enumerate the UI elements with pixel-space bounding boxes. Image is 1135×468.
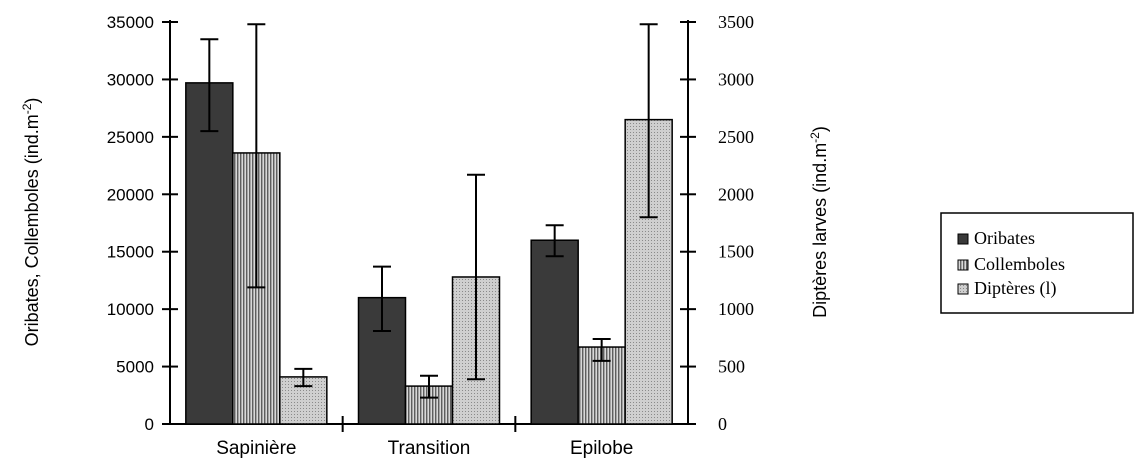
left-tick-label-2: 10000 xyxy=(107,300,154,319)
bar-oribates-0 xyxy=(185,82,234,425)
legend-label-dipteres: Diptères (l) xyxy=(974,278,1056,299)
legend-label-collemboles: Collemboles xyxy=(974,254,1065,274)
category-labels: Sapinière Transition Epilobe xyxy=(216,416,633,459)
legend-swatch-collemboles xyxy=(957,259,969,271)
right-axis-title-end: ) xyxy=(810,126,830,132)
left-axis-title: Oribates, Collemboles (ind.m-2) xyxy=(20,98,42,347)
legend-box xyxy=(940,212,1134,314)
right-y-ticks: 0 500 1000 1500 2000 2500 3000 3500 xyxy=(680,12,754,434)
category-label-0: Sapinière xyxy=(216,438,296,459)
right-axis-title-sup: -2 xyxy=(808,132,822,143)
right-tick-label-1: 500 xyxy=(718,357,745,377)
legend-swatch-oribates xyxy=(957,233,969,245)
right-tick-label-2: 1000 xyxy=(718,299,754,319)
bar-oribates-2 xyxy=(530,239,579,425)
left-tick-label-0: 0 xyxy=(145,415,154,434)
right-tick-label-4: 2000 xyxy=(718,184,754,204)
right-tick-label-0: 0 xyxy=(718,414,727,434)
left-tick-label-6: 30000 xyxy=(107,70,154,89)
left-axis-title-end: ) xyxy=(22,98,42,104)
right-tick-label-6: 3000 xyxy=(718,69,754,89)
legend-swatch-dipteres xyxy=(957,283,969,295)
left-tick-label-4: 20000 xyxy=(107,185,154,204)
left-axis-title-main: Oribates, Collemboles (ind.m xyxy=(22,114,42,346)
left-tick-label-3: 15000 xyxy=(107,243,154,262)
category-label-2: Epilobe xyxy=(570,438,633,459)
bars-group xyxy=(185,82,673,425)
error-bars-group xyxy=(200,23,658,399)
left-tick-label-7: 35000 xyxy=(107,13,154,32)
legend-label-oribates: Oribates xyxy=(974,228,1035,248)
left-tick-label-1: 5000 xyxy=(116,358,154,377)
left-y-ticks: 0 5000 10000 15000 20000 25000 30000 35000 xyxy=(107,13,178,434)
left-tick-label-5: 25000 xyxy=(107,128,154,147)
right-tick-label-3: 1500 xyxy=(718,242,754,262)
right-axis-title-main: Diptères larves (ind.m xyxy=(810,143,830,318)
right-axis-title: Diptères larves (ind.m-2) xyxy=(808,126,830,318)
right-tick-label-5: 2500 xyxy=(718,127,754,147)
category-label-1: Transition xyxy=(388,438,471,459)
left-axis-title-sup: -2 xyxy=(20,103,34,114)
legend: Oribates Collemboles Diptères (l) xyxy=(940,212,1134,314)
right-tick-label-7: 3500 xyxy=(718,12,754,32)
